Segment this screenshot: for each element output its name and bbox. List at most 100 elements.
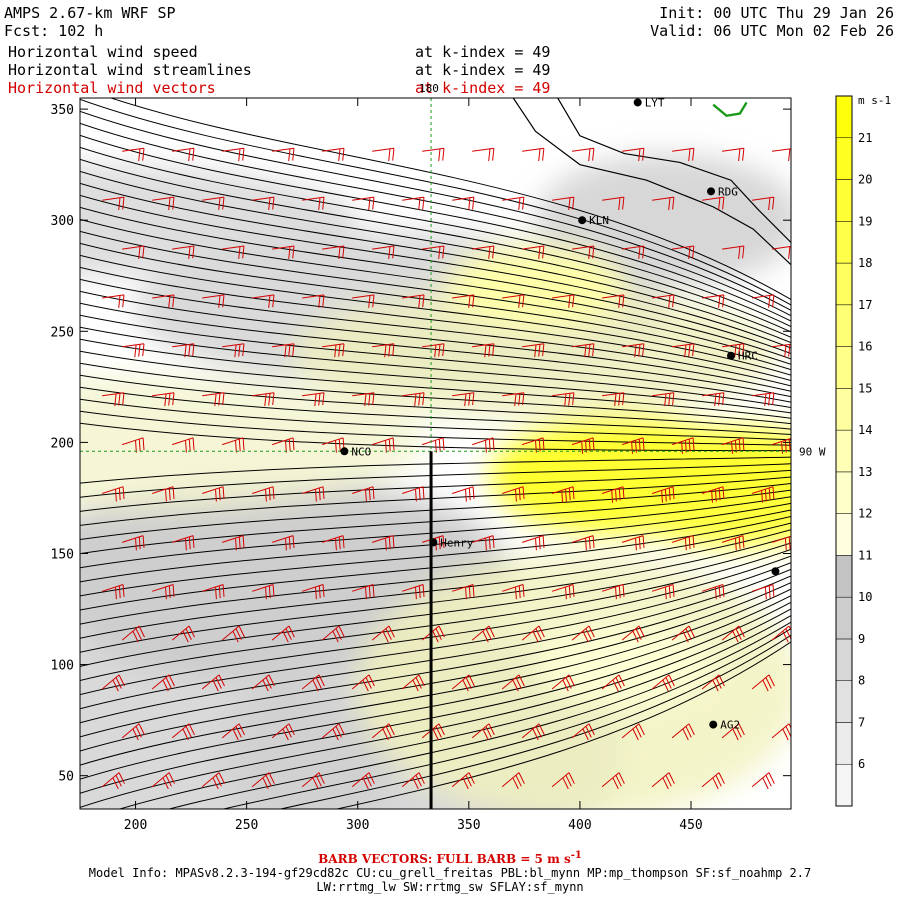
wind-barb	[172, 535, 195, 551]
wind-barb	[522, 437, 545, 453]
wind-barb	[302, 392, 325, 407]
station-label: KLN	[589, 214, 609, 227]
station-label: NCO	[351, 445, 371, 458]
wind-barb	[102, 294, 125, 308]
station-marker	[771, 567, 780, 576]
wind-barb	[601, 584, 625, 600]
wind-barb	[572, 245, 595, 259]
wind-barb	[601, 772, 625, 790]
colorbar-tick-label: 13	[858, 465, 872, 479]
wind-barb	[202, 294, 225, 308]
wind-barb	[772, 148, 791, 162]
wind-barb	[471, 625, 495, 643]
wind-barb	[402, 486, 425, 502]
wind-barb	[352, 196, 375, 211]
wind-barb	[402, 294, 425, 308]
streamline	[80, 194, 791, 349]
streamline	[80, 575, 791, 738]
wind-barb	[222, 437, 245, 453]
y-tick-label: 150	[51, 547, 74, 562]
colorbar-tick-label: 14	[858, 423, 872, 437]
wind-barb	[601, 486, 625, 503]
forecast-hour: Fcst: 102 h	[4, 22, 104, 40]
wind-barb	[172, 147, 195, 162]
streamline	[80, 338, 791, 414]
wind-barb	[702, 294, 725, 308]
wind-barb	[351, 674, 375, 692]
wind-barb	[451, 772, 475, 790]
wind-barb	[602, 294, 625, 308]
init-time: Init: 00 UTC Thu 29 Jan 26	[659, 4, 894, 22]
wind-barb	[651, 486, 675, 503]
wind-barb	[721, 437, 745, 454]
wind-barb	[652, 196, 675, 211]
wind-barb	[722, 147, 745, 162]
wind-barb	[451, 674, 475, 692]
wind-barb	[151, 772, 175, 790]
wind-barb	[621, 535, 645, 551]
field-label-speed: Horizontal wind speed	[8, 43, 198, 61]
wind-barb	[272, 535, 295, 551]
streamline	[80, 529, 791, 639]
wind-barb	[771, 535, 791, 551]
colorbar-segment	[835, 555, 853, 598]
wind-barb	[701, 486, 725, 503]
wind-barb	[602, 392, 625, 407]
wind-barb	[772, 343, 791, 358]
wind-barb	[151, 674, 175, 692]
x-tick-label: 250	[235, 818, 258, 833]
wind-barb	[772, 245, 791, 259]
model-title: AMPS 2.67-km WRF SP	[4, 4, 176, 22]
streamline	[80, 350, 791, 419]
streamline	[80, 122, 791, 317]
streamline	[80, 218, 791, 360]
streamline	[80, 134, 791, 322]
wind-barb	[752, 294, 775, 308]
wind-barb	[472, 245, 495, 259]
streamline	[80, 206, 791, 354]
colorbar-tick-label: 19	[858, 214, 872, 228]
wind-barb	[122, 245, 145, 259]
wind-barb	[322, 437, 345, 453]
wind-barb	[402, 584, 425, 600]
wind-barb	[251, 772, 275, 790]
wind-barb	[501, 772, 525, 790]
station-marker	[633, 98, 642, 107]
streamline	[80, 582, 791, 752]
wind-barb	[652, 392, 675, 407]
wind-barb	[172, 437, 195, 453]
colorbar-segment	[835, 388, 853, 431]
wind-barb	[702, 196, 725, 211]
wind-barb	[251, 674, 275, 692]
wind-barb	[672, 147, 695, 162]
streamline	[278, 634, 791, 809]
station-label: Henry	[440, 536, 473, 549]
wind-barb	[152, 294, 175, 308]
streamline	[80, 595, 791, 780]
streamline	[80, 290, 791, 392]
x-tick-label: 350	[457, 818, 480, 833]
field-level-speed: at k-index = 49	[415, 43, 551, 61]
colorbar-segment	[835, 137, 853, 180]
coastline-shelf	[512, 98, 791, 266]
colorbar-segment	[835, 95, 853, 139]
wind-barb	[751, 772, 775, 790]
wind-barb	[671, 625, 695, 643]
wind-barb	[121, 625, 145, 643]
wind-barb	[602, 196, 625, 211]
wind-barb	[102, 486, 125, 502]
streamlines	[80, 98, 791, 809]
wind-barb	[321, 723, 345, 741]
wind-barb	[222, 245, 245, 259]
wind-barb	[522, 147, 545, 162]
y-tick-label: 50	[58, 770, 74, 785]
wind-barb	[402, 392, 425, 407]
wind-barb	[452, 584, 475, 600]
streamline	[80, 542, 791, 667]
ref-line-label: 90 W	[799, 445, 826, 458]
wind-barb	[302, 294, 325, 308]
colorbar-tick-label: 9	[858, 632, 865, 646]
wind-barb	[202, 486, 225, 502]
wind-barb	[401, 674, 425, 692]
wind-barb	[452, 486, 475, 502]
